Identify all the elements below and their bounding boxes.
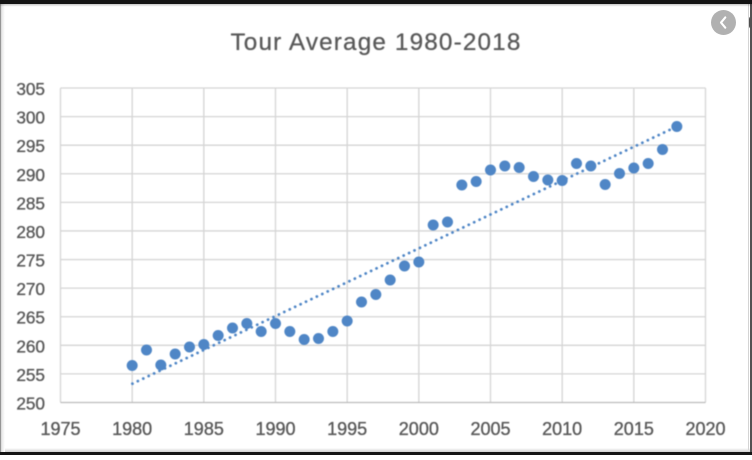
svg-text:260: 260	[16, 336, 45, 356]
svg-text:1985: 1985	[184, 419, 224, 439]
svg-text:2005: 2005	[470, 419, 510, 439]
svg-text:295: 295	[16, 136, 45, 156]
svg-text:2020: 2020	[685, 419, 725, 439]
svg-text:280: 280	[16, 222, 45, 242]
svg-text:305: 305	[16, 79, 45, 99]
svg-text:285: 285	[16, 193, 45, 213]
svg-text:300: 300	[16, 108, 45, 128]
svg-text:265: 265	[16, 308, 45, 328]
svg-text:2000: 2000	[399, 419, 439, 439]
svg-text:255: 255	[16, 365, 45, 385]
svg-text:1995: 1995	[327, 419, 367, 439]
svg-text:1990: 1990	[255, 419, 295, 439]
svg-text:270: 270	[16, 279, 45, 299]
svg-text:2015: 2015	[614, 419, 654, 439]
svg-text:275: 275	[16, 251, 45, 271]
svg-text:1975: 1975	[40, 419, 80, 439]
svg-text:250: 250	[16, 394, 45, 414]
svg-text:1980: 1980	[112, 419, 152, 439]
svg-text:2010: 2010	[542, 419, 582, 439]
svg-text:290: 290	[16, 165, 45, 185]
